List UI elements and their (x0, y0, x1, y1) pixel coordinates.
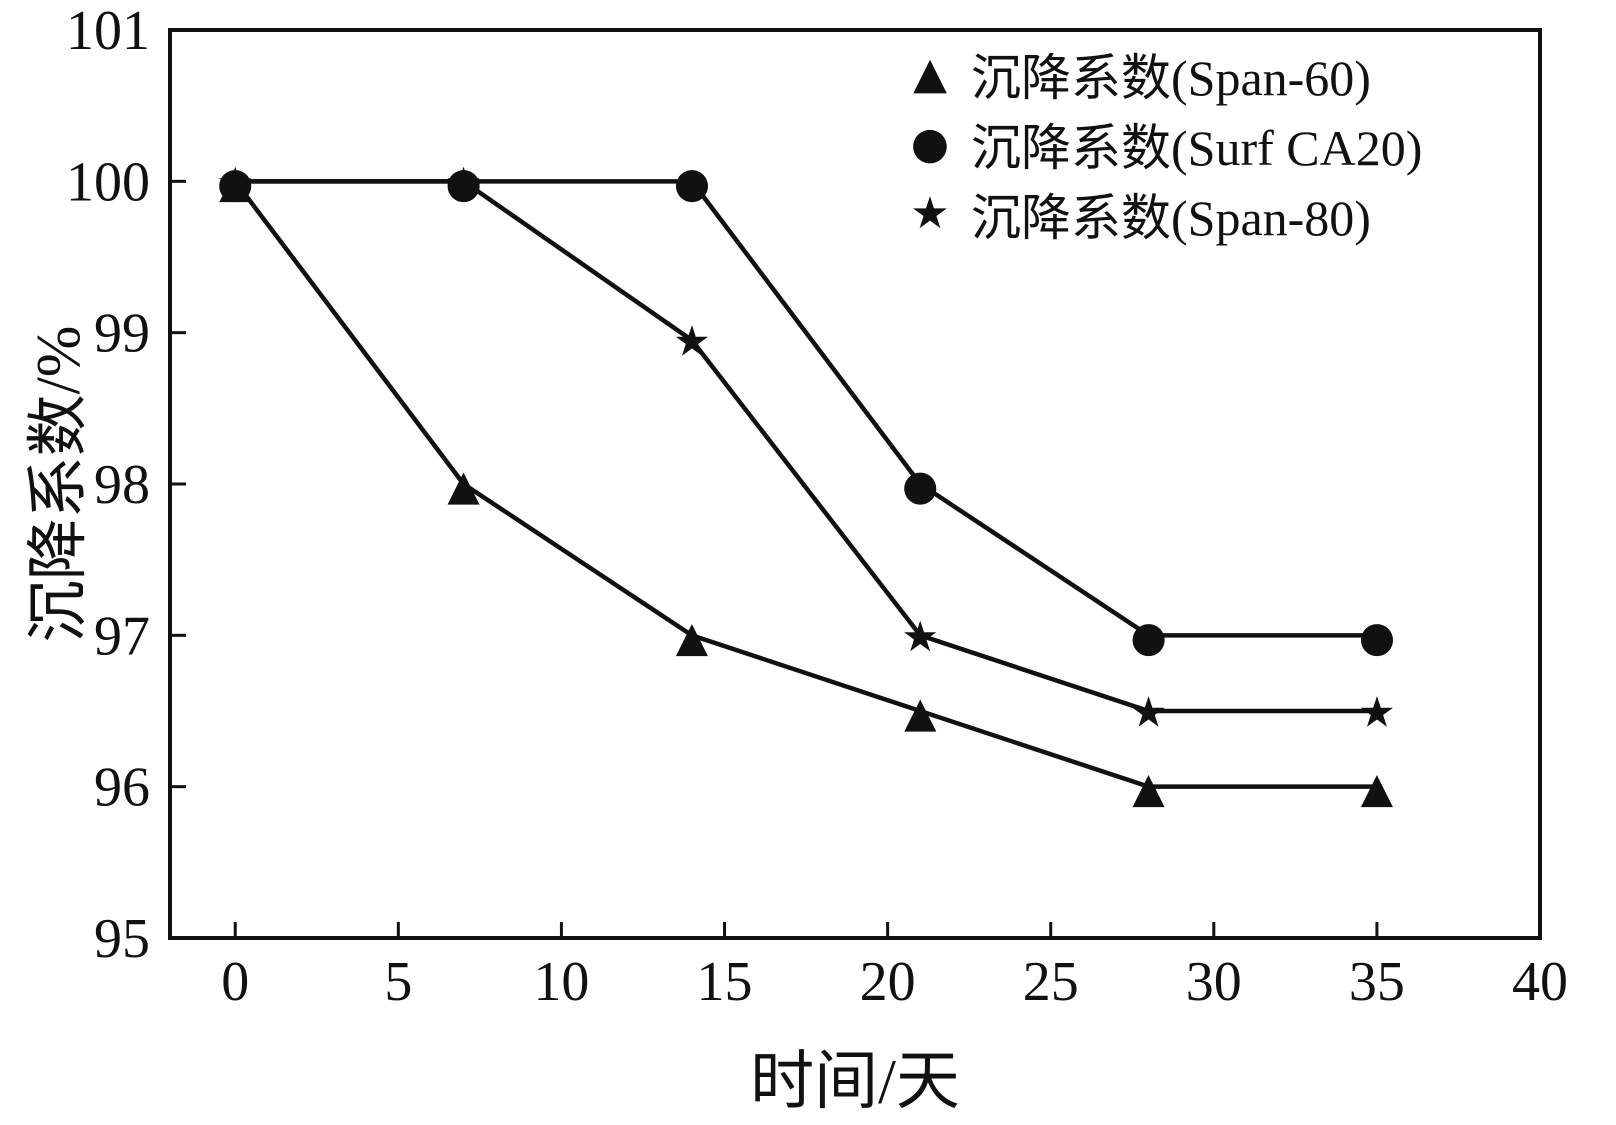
svg-text:0: 0 (221, 951, 249, 1013)
svg-text:●: ● (1359, 612, 1396, 661)
legend-label: 沉降系数(Span-60) (971, 50, 1371, 106)
x-axis-label: 时间/天 (750, 1046, 960, 1117)
svg-text:●: ● (217, 158, 254, 207)
legend-label: 沉降系数(Span-80) (971, 190, 1371, 246)
svg-text:▲: ▲ (676, 612, 709, 661)
svg-text:★: ★ (1358, 688, 1396, 737)
star-marker-icon: ★ (910, 188, 950, 239)
circle-marker-icon: ● (910, 118, 950, 169)
svg-text:98: 98 (94, 454, 150, 516)
svg-text:97: 97 (94, 605, 150, 667)
svg-text:20: 20 (860, 951, 916, 1013)
svg-text:25: 25 (1023, 951, 1079, 1013)
svg-text:★: ★ (673, 317, 711, 366)
svg-text:●: ● (902, 461, 939, 510)
svg-text:100: 100 (66, 151, 150, 213)
svg-text:●: ● (674, 158, 711, 207)
svg-text:99: 99 (94, 303, 150, 365)
svg-text:★: ★ (1130, 688, 1168, 737)
svg-text:★: ★ (445, 158, 483, 207)
svg-text:▲: ▲ (447, 461, 480, 510)
svg-text:30: 30 (1186, 951, 1242, 1013)
svg-text:▲: ▲ (904, 688, 937, 737)
svg-text:★: ★ (216, 158, 254, 207)
svg-text:▲: ▲ (219, 158, 252, 207)
svg-text:●: ● (1130, 612, 1167, 661)
svg-text:101: 101 (66, 0, 150, 62)
svg-text:95: 95 (94, 908, 150, 970)
svg-text:▲: ▲ (1361, 763, 1394, 812)
triangle-marker-icon: ▲ (913, 48, 947, 99)
svg-text:★: ★ (901, 612, 939, 661)
svg-text:40: 40 (1512, 951, 1568, 1013)
legend-item: ★ 沉降系数(Span-80) (905, 182, 1422, 246)
legend-item: ● 沉降系数(Surf CA20) (905, 112, 1423, 176)
legend-label: 沉降系数(Surf CA20) (971, 120, 1423, 176)
svg-text:15: 15 (697, 951, 753, 1013)
svg-text:●: ● (445, 158, 482, 207)
legend: ▲ 沉降系数(Span-60) ● 沉降系数(Surf CA20) ★ 沉降系数(Span… (905, 42, 1422, 246)
svg-text:▲: ▲ (1132, 763, 1165, 812)
svg-text:10: 10 (533, 951, 589, 1013)
y-axis-label: 沉降系数/% (25, 325, 93, 643)
legend-item: ▲ 沉降系数(Span-60) (905, 42, 1422, 106)
svg-text:5: 5 (384, 951, 412, 1013)
svg-text:35: 35 (1349, 951, 1405, 1013)
svg-text:96: 96 (94, 757, 150, 819)
